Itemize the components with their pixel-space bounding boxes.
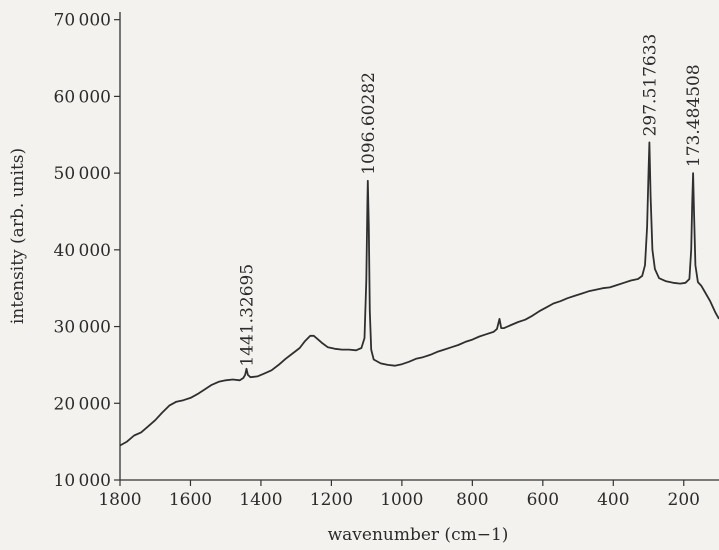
x-tick-label: 1600 xyxy=(169,490,212,510)
x-tick-label: 400 xyxy=(597,490,629,510)
series-layer xyxy=(119,141,719,447)
y-tick-label: 70 000 xyxy=(54,11,111,31)
y-tick-label: 40 000 xyxy=(54,241,111,261)
peak-label: 297.517633 xyxy=(640,34,660,137)
axes: 10 000 20 000 30 000 40 000 50 000 60 000 70 0… xyxy=(54,11,719,510)
peak-label: 173.484508 xyxy=(684,64,704,167)
peak-annotations: 1441.32695 1096.60282 297.517633 173.484508 xyxy=(237,34,704,367)
x-tick-label: 800 xyxy=(456,490,488,510)
x-tick-label: 1200 xyxy=(310,490,353,510)
y-tick-label: 10 000 xyxy=(54,471,111,491)
y-tick-label: 60 000 xyxy=(54,87,111,107)
x-axis-label: wavenumber (cm−1) xyxy=(328,525,509,545)
spectrum-line xyxy=(119,141,719,447)
y-tick-label: 30 000 xyxy=(54,318,111,338)
x-tick-label: 1400 xyxy=(239,490,282,510)
y-tick-label: 50 000 xyxy=(54,164,111,184)
peak-label: 1096.60282 xyxy=(359,72,379,175)
x-tick-label: 600 xyxy=(527,490,559,510)
y-axis-label: intensity (arb. units) xyxy=(8,148,28,324)
x-tick-label: 1800 xyxy=(98,490,141,510)
y-tick-label: 20 000 xyxy=(54,394,111,414)
x-tick-label: 1000 xyxy=(380,490,423,510)
x-tick-label: 200 xyxy=(668,490,700,510)
peak-label: 1441.32695 xyxy=(237,264,257,367)
